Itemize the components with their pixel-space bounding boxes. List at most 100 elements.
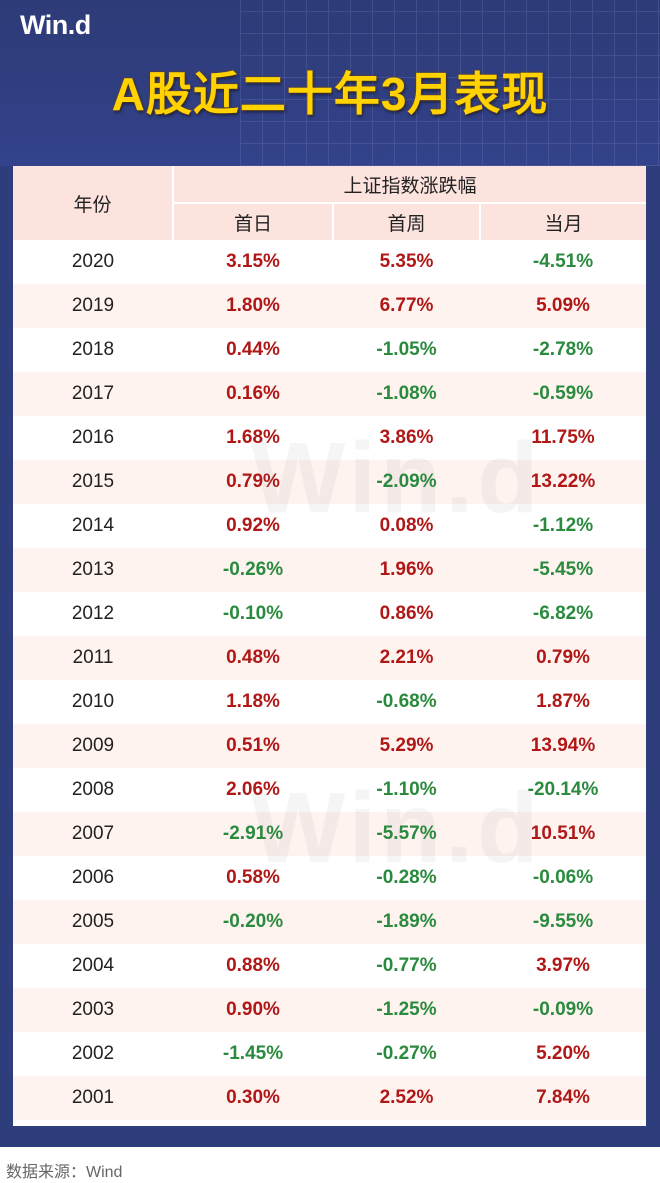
- table-row: 2011 0.48% 2.21% 0.79%: [13, 636, 646, 680]
- first-day-header: 首日: [173, 202, 334, 240]
- first-day-cell: 0.90%: [173, 988, 333, 1032]
- table-row: 2009 0.51% 5.29% 13.94%: [13, 724, 646, 768]
- year-cell: 2011: [13, 636, 173, 680]
- year-cell: 2012: [13, 592, 173, 636]
- year-cell: 2002: [13, 1032, 173, 1076]
- first-day-cell: -0.20%: [173, 900, 333, 944]
- month-cell: 1.87%: [480, 680, 646, 724]
- first-day-cell: 0.58%: [173, 856, 333, 900]
- first-day-cell: -2.91%: [173, 812, 333, 856]
- data-source-note: 数据来源：Wind: [6, 1164, 123, 1181]
- year-cell: 2003: [13, 988, 173, 1032]
- month-cell: 13.22%: [480, 460, 646, 504]
- first-week-cell: 5.35%: [333, 240, 480, 284]
- year-cell: 2015: [13, 460, 173, 504]
- first-week-cell: -2.09%: [333, 460, 480, 504]
- month-cell: -0.06%: [480, 856, 646, 900]
- month-cell: -0.09%: [480, 988, 646, 1032]
- year-cell: 2013: [13, 548, 173, 592]
- year-column-header: 年份: [13, 166, 174, 240]
- first-week-cell: -0.28%: [333, 856, 480, 900]
- table-row: 2012 -0.10% 0.86% -6.82%: [13, 592, 646, 636]
- first-week-cell: -0.27%: [333, 1032, 480, 1076]
- month-cell: 5.20%: [480, 1032, 646, 1076]
- table-row: 2006 0.58% -0.28% -0.06%: [13, 856, 646, 900]
- first-week-cell: 3.86%: [333, 416, 480, 460]
- first-week-cell: 2.52%: [333, 1076, 480, 1120]
- year-cell: 2001: [13, 1076, 173, 1120]
- month-cell: 5.09%: [480, 284, 646, 328]
- table-row: 2005 -0.20% -1.89% -9.55%: [13, 900, 646, 944]
- year-cell: 2020: [13, 240, 173, 284]
- returns-table: 年份 上证指数涨跌幅 首日 首周 当月 2020 3.15% 5.35% -4.51%…: [13, 166, 646, 1120]
- first-day-cell: 0.79%: [173, 460, 333, 504]
- month-cell: -9.55%: [480, 900, 646, 944]
- month-cell: -2.78%: [480, 328, 646, 372]
- first-week-header: 首周: [333, 202, 481, 240]
- data-table-container: 年份 上证指数涨跌幅 首日 首周 当月 2020 3.15% 5.35% -4.51%…: [13, 166, 646, 1126]
- first-day-cell: 0.88%: [173, 944, 333, 988]
- month-header: 当月: [480, 202, 646, 240]
- first-week-cell: 0.86%: [333, 592, 480, 636]
- table-row: 2017 0.16% -1.08% -0.59%: [13, 372, 646, 416]
- first-day-cell: 2.06%: [173, 768, 333, 812]
- first-day-cell: -1.45%: [173, 1032, 333, 1076]
- table-row: 2004 0.88% -0.77% 3.97%: [13, 944, 646, 988]
- month-cell: 11.75%: [480, 416, 646, 460]
- first-week-cell: 2.21%: [333, 636, 480, 680]
- month-cell: 3.97%: [480, 944, 646, 988]
- first-week-cell: -0.68%: [333, 680, 480, 724]
- year-cell: 2005: [13, 900, 173, 944]
- month-cell: 13.94%: [480, 724, 646, 768]
- page-title: A股近二十年3月表现: [111, 68, 549, 120]
- table-row: 2003 0.90% -1.25% -0.09%: [13, 988, 646, 1032]
- first-week-cell: -0.77%: [333, 944, 480, 988]
- first-day-cell: 0.92%: [173, 504, 333, 548]
- first-week-cell: -1.10%: [333, 768, 480, 812]
- first-day-cell: 0.16%: [173, 372, 333, 416]
- table-row: 2008 2.06% -1.10% -20.14%: [13, 768, 646, 812]
- month-cell: -6.82%: [480, 592, 646, 636]
- first-week-cell: 6.77%: [333, 284, 480, 328]
- year-cell: 2004: [13, 944, 173, 988]
- year-cell: 2008: [13, 768, 173, 812]
- table-row: 2010 1.18% -0.68% 1.87%: [13, 680, 646, 724]
- year-cell: 2010: [13, 680, 173, 724]
- month-cell: -0.59%: [480, 372, 646, 416]
- first-day-cell: 1.80%: [173, 284, 333, 328]
- first-week-cell: 1.96%: [333, 548, 480, 592]
- first-week-cell: -5.57%: [333, 812, 480, 856]
- first-day-cell: 1.68%: [173, 416, 333, 460]
- first-day-cell: 0.48%: [173, 636, 333, 680]
- year-cell: 2006: [13, 856, 173, 900]
- year-cell: 2016: [13, 416, 173, 460]
- month-cell: -20.14%: [480, 768, 646, 812]
- table-row: 2002 -1.45% -0.27% 5.20%: [13, 1032, 646, 1076]
- month-cell: -1.12%: [480, 504, 646, 548]
- index-change-group-header: 上证指数涨跌幅: [173, 166, 646, 203]
- month-cell: 10.51%: [480, 812, 646, 856]
- table-row: 2019 1.80% 6.77% 5.09%: [13, 284, 646, 328]
- month-cell: 7.84%: [480, 1076, 646, 1120]
- table-row: 2020 3.15% 5.35% -4.51%: [13, 240, 646, 284]
- table-row: 2015 0.79% -2.09% 13.22%: [13, 460, 646, 504]
- year-cell: 2017: [13, 372, 173, 416]
- table-row: 2013 -0.26% 1.96% -5.45%: [13, 548, 646, 592]
- first-week-cell: 5.29%: [333, 724, 480, 768]
- first-day-cell: 3.15%: [173, 240, 333, 284]
- year-cell: 2019: [13, 284, 173, 328]
- first-day-cell: 0.51%: [173, 724, 333, 768]
- year-cell: 2018: [13, 328, 173, 372]
- table-row: 2007 -2.91% -5.57% 10.51%: [13, 812, 646, 856]
- table-row: 2018 0.44% -1.05% -2.78%: [13, 328, 646, 372]
- year-cell: 2014: [13, 504, 173, 548]
- table-body: 2020 3.15% 5.35% -4.51% 2019 1.80% 6.77% 5.09% 2…: [13, 240, 646, 1120]
- table-row: 2016 1.68% 3.86% 11.75%: [13, 416, 646, 460]
- header-banner: Win.d A股近二十年3月表现: [0, 0, 660, 166]
- first-day-cell: -0.26%: [173, 548, 333, 592]
- first-day-cell: 0.30%: [173, 1076, 333, 1120]
- first-week-cell: -1.89%: [333, 900, 480, 944]
- year-cell: 2009: [13, 724, 173, 768]
- month-cell: -4.51%: [480, 240, 646, 284]
- wind-logo: Win.d: [20, 10, 91, 40]
